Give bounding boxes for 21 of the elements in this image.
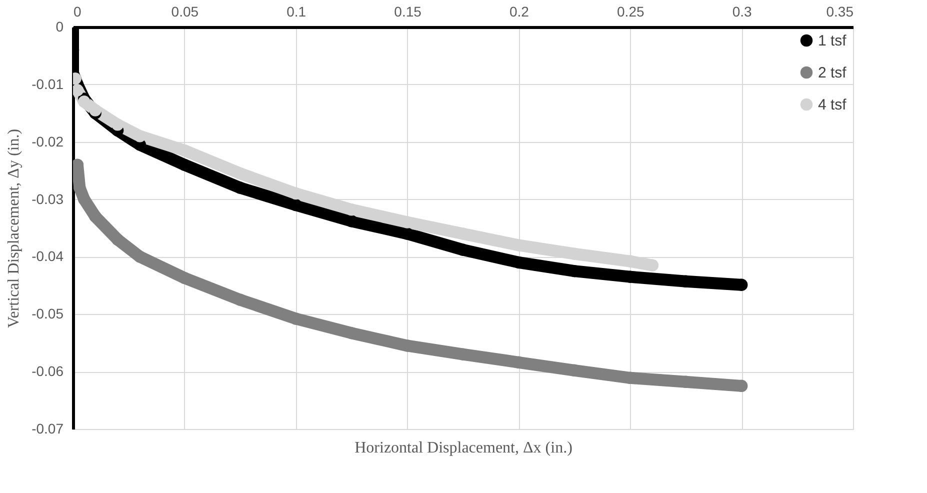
x-tick-label: 0 <box>74 4 82 20</box>
y-tick-label: 0 <box>56 18 64 34</box>
y-tick-label: -0.06 <box>32 363 64 380</box>
x-tick-label: 0.35 <box>826 4 854 20</box>
y-axis-title: Vertical Displacement, Δy (in.) <box>6 128 23 328</box>
y-tick-label: -0.01 <box>32 76 64 92</box>
x-tick-label: 0.05 <box>171 4 199 20</box>
x-tick-label: 0.15 <box>394 4 422 20</box>
y-tick-label: -0.03 <box>32 190 64 207</box>
x-tick-label: 0.3 <box>732 4 752 20</box>
y-tick-label: -0.05 <box>32 306 64 322</box>
y-tick-label: -0.02 <box>32 133 64 150</box>
x-tick-label: 0.2 <box>509 4 530 20</box>
x-tick-label: 0.1 <box>286 4 306 20</box>
legend-label: 4 tsf <box>818 96 848 114</box>
x-axis-title: Horizontal Displacement, Δx (in.) <box>354 440 572 456</box>
x-tick-label: 0.25 <box>617 4 644 20</box>
y-tick-label: -0.07 <box>32 420 64 436</box>
y-tick-label: -0.04 <box>32 248 64 264</box>
legend-label: 1 tsf <box>818 32 848 50</box>
legend-label: 2 tsf <box>818 64 848 82</box>
